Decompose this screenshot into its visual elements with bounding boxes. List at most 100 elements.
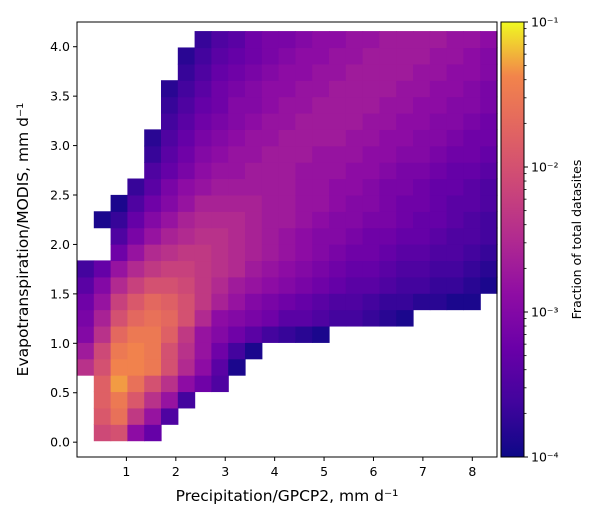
heatmap-cell xyxy=(194,293,212,311)
heatmap-cell xyxy=(278,178,296,196)
heatmap-cell xyxy=(211,145,229,163)
heatmap-cell xyxy=(177,145,196,163)
heatmap-cell xyxy=(161,407,179,425)
heatmap-cell xyxy=(245,162,263,180)
heatmap-cell xyxy=(144,145,162,163)
heatmap-cell xyxy=(329,96,347,114)
heatmap-cell xyxy=(194,178,212,196)
heatmap-cell xyxy=(245,96,263,114)
heatmap-cell xyxy=(194,31,212,49)
heatmap-cell xyxy=(329,129,347,147)
heatmap-cell xyxy=(161,162,179,180)
heatmap-cell xyxy=(144,309,162,327)
heatmap-cell xyxy=(110,227,128,245)
heatmap-cell xyxy=(144,325,162,343)
heatmap-cell xyxy=(463,145,481,163)
heatmap-cell xyxy=(329,31,347,49)
heatmap-cell xyxy=(261,194,280,212)
heatmap-cell xyxy=(177,63,196,81)
heatmap-cell xyxy=(463,211,481,229)
heatmap-cell xyxy=(93,375,112,393)
heatmap-cell xyxy=(161,178,179,196)
heatmap-cell xyxy=(362,194,380,212)
heatmap-cell xyxy=(194,276,212,294)
heatmap-cell xyxy=(429,211,448,229)
y-tick-label: 1.5 xyxy=(50,286,70,301)
heatmap-cell xyxy=(228,178,246,196)
heatmap-cell xyxy=(194,112,212,130)
heatmap-cell xyxy=(177,162,196,180)
heatmap-cell xyxy=(312,96,330,114)
heatmap-cell xyxy=(161,342,179,360)
heatmap-cell xyxy=(295,63,313,81)
heatmap-cell xyxy=(295,47,313,65)
heatmap-cell xyxy=(177,375,196,393)
heatmap-cell xyxy=(245,260,263,278)
heatmap-cell xyxy=(93,358,112,376)
heatmap-cell xyxy=(144,358,162,376)
heatmap-cell xyxy=(228,129,246,147)
colorbar-tick-label: 10⁻¹ xyxy=(531,15,559,30)
heatmap-cell xyxy=(211,112,229,130)
y-tick-label: 3.0 xyxy=(50,138,70,153)
heatmap-cell xyxy=(413,80,431,98)
heatmap-cell xyxy=(144,375,162,393)
heatmap-cell xyxy=(396,211,414,229)
heatmap-cell xyxy=(312,194,330,212)
heatmap-cell xyxy=(446,162,464,180)
heatmap-cell xyxy=(329,276,347,294)
heatmap-cell xyxy=(446,47,464,65)
heatmap-cell xyxy=(379,211,397,229)
heatmap-cell xyxy=(211,96,229,114)
heatmap-cell xyxy=(295,244,313,262)
colorbar-tick-label: 10⁻⁴ xyxy=(531,450,559,465)
heatmap-cell xyxy=(329,178,347,196)
heatmap-cell xyxy=(228,31,246,49)
heatmap-cell xyxy=(329,194,347,212)
heatmap-cell xyxy=(463,260,481,278)
heatmap-cell xyxy=(127,178,145,196)
heatmap-cell xyxy=(194,96,212,114)
heatmap-cell xyxy=(127,244,145,262)
heatmap-cell xyxy=(228,112,246,130)
heatmap-cell xyxy=(413,211,431,229)
heatmap-cell xyxy=(446,63,464,81)
heatmap-cell xyxy=(278,96,296,114)
heatmap-cell xyxy=(278,276,296,294)
heatmap-cell xyxy=(480,80,498,98)
x-tick-label: 4 xyxy=(271,464,279,479)
heatmap-cell xyxy=(228,80,246,98)
y-tick-label: 2.5 xyxy=(50,188,70,203)
heatmap-cell xyxy=(396,260,414,278)
heatmap-cell xyxy=(413,244,431,262)
heatmap-cell xyxy=(228,276,246,294)
heatmap-cell xyxy=(345,276,364,294)
heatmap-cell xyxy=(194,194,212,212)
heatmap-cell xyxy=(110,375,128,393)
heatmap-cell xyxy=(211,375,229,393)
heatmap-cell xyxy=(93,293,112,311)
heatmap-cell xyxy=(429,80,448,98)
heatmap-cell xyxy=(429,194,448,212)
heatmap-cell xyxy=(144,129,162,147)
heatmap-cell xyxy=(110,211,128,229)
heatmap-cell xyxy=(211,162,229,180)
heatmap-cell xyxy=(463,244,481,262)
x-tick-label: 3 xyxy=(221,464,229,479)
heatmap-cell xyxy=(379,309,397,327)
heatmap-cell xyxy=(446,227,464,245)
heatmap-cell xyxy=(345,80,364,98)
heatmap-cell xyxy=(211,293,229,311)
heatmap-cell xyxy=(329,309,347,327)
heatmap-cell xyxy=(345,63,364,81)
heatmap-cell xyxy=(446,129,464,147)
heatmap-cell xyxy=(211,129,229,147)
heatmap-cell xyxy=(295,112,313,130)
heatmap-cell xyxy=(312,227,330,245)
heatmap-cell xyxy=(144,391,162,409)
heatmap-cell xyxy=(379,162,397,180)
heatmap-cell xyxy=(93,391,112,409)
heatmap-cell xyxy=(144,244,162,262)
heatmap-cell xyxy=(278,309,296,327)
heatmap-cell xyxy=(396,194,414,212)
